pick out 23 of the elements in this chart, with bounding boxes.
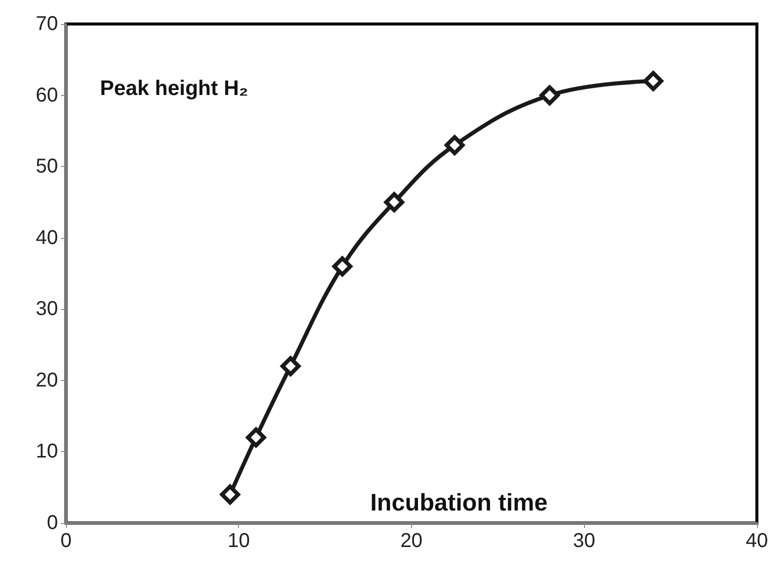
x-tick-label: 10: [228, 530, 250, 552]
x-tick-label: 30: [573, 530, 596, 552]
point: [280, 356, 301, 376]
y-tick-label: 10: [36, 440, 58, 463]
y-axis-title: Peak height H₂: [100, 77, 248, 100]
y-tick-label: 60: [36, 84, 58, 106]
y-tick-label: 20: [36, 369, 58, 392]
point: [540, 85, 560, 106]
point: [444, 135, 465, 156]
x-axis-title: Incubation time: [370, 490, 548, 516]
y-tick-label: 70: [36, 13, 58, 35]
y-tick-label: 30: [36, 298, 58, 320]
point: [643, 71, 664, 92]
x-tick-label: 20: [400, 530, 423, 552]
y-tick-label: 40: [36, 226, 58, 249]
point: [384, 192, 404, 212]
x-tick-label: 0: [60, 530, 72, 552]
x-tick-label: 40: [746, 530, 768, 552]
y-tick-label: 0: [46, 512, 58, 534]
point: [220, 484, 240, 504]
point: [246, 427, 266, 448]
y-tick-label: 50: [36, 156, 58, 178]
point: [332, 256, 352, 276]
